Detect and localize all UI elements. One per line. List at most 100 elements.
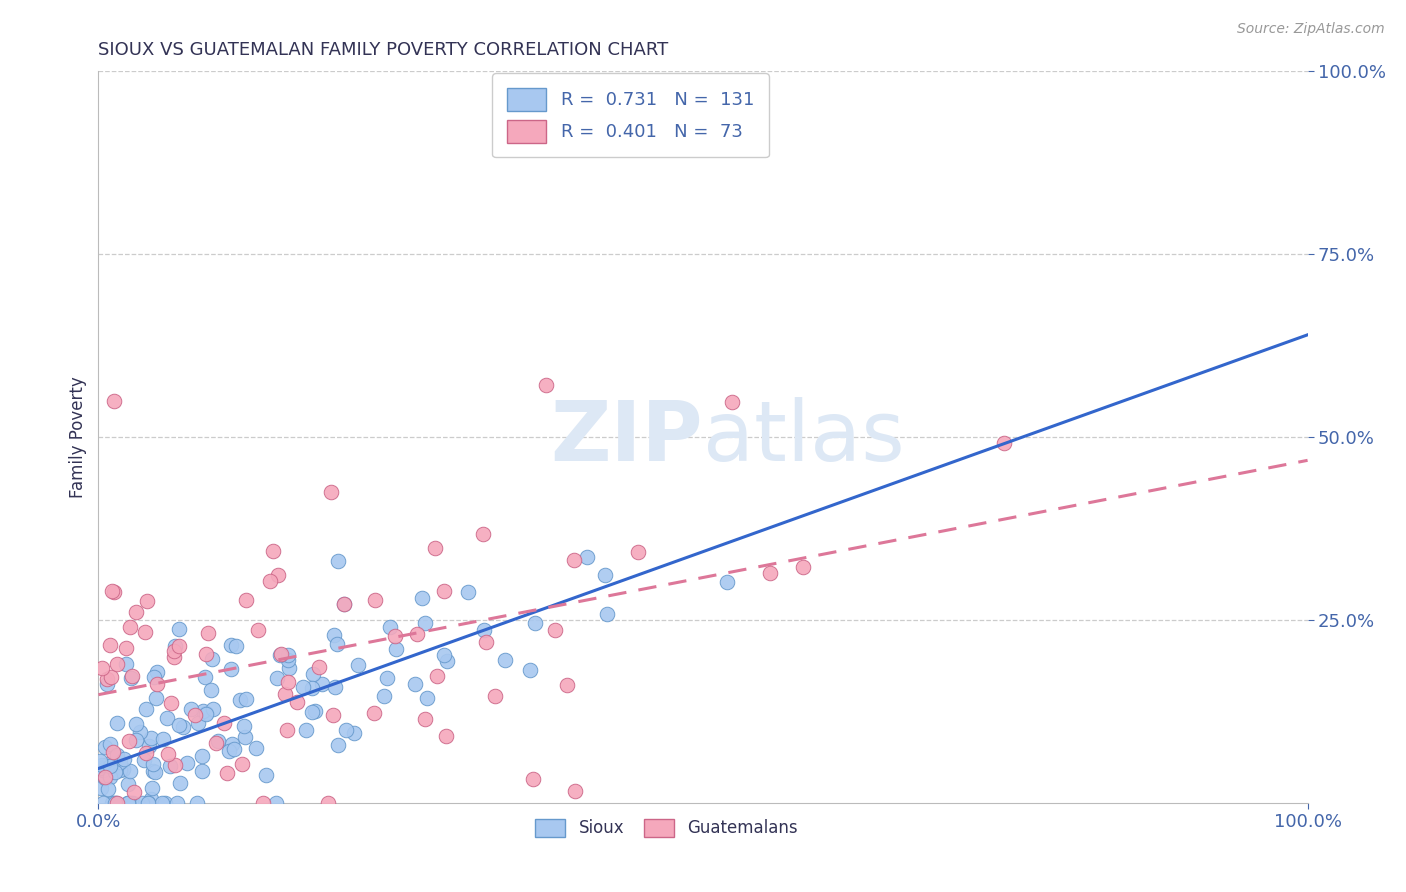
Point [212,715,235,730]
Point [225,639,247,653]
Point [247,623,270,637]
Point [118,734,141,748]
Point [319,485,342,500]
Point [304,704,326,718]
Point [138,796,160,810]
Point [190,764,212,778]
Point [135,702,157,716]
Point [131,796,153,810]
Point [169,776,191,790]
Point [759,566,782,580]
Point [134,624,156,639]
Point [434,729,457,743]
Point [404,676,426,690]
Point [335,723,357,738]
Point [205,737,228,751]
Point [426,669,449,683]
Point [112,763,135,777]
Point [274,687,297,701]
Point [278,661,301,675]
Point [139,731,162,745]
Point [90,661,112,675]
Point [231,756,253,771]
Point [721,395,744,409]
Point [141,780,163,795]
Point [120,796,142,810]
Point [159,758,181,772]
Point [94,740,117,755]
Point [277,675,299,690]
Point [117,796,139,810]
Point [142,670,165,684]
Point [194,707,217,722]
Point [276,723,298,737]
Point [104,796,127,810]
Point [197,625,219,640]
Point [94,772,117,786]
Point [384,629,406,643]
Point [229,692,252,706]
Point [322,628,344,642]
Point [105,747,128,762]
Point [125,717,148,731]
Point [363,706,385,721]
Point [576,549,599,564]
Point [219,662,242,676]
Point [596,607,619,622]
Point [98,638,121,652]
Point [180,701,202,715]
Point [152,796,174,810]
Point [135,747,157,761]
Point [117,796,139,810]
Point [200,682,222,697]
Point [194,670,217,684]
Point [103,796,125,810]
Point [423,541,446,556]
Point [472,624,495,638]
Point [135,593,157,607]
Point [186,796,208,810]
Point [375,671,398,685]
Point [433,584,456,599]
Point [169,718,191,732]
Point [145,764,167,779]
Point [301,681,323,695]
Point [163,649,186,664]
Point [322,707,344,722]
Point [184,708,207,723]
Point [159,696,181,710]
Point [115,641,138,656]
Point [343,726,366,740]
Point [993,435,1015,450]
Point [494,653,516,667]
Text: Source: ZipAtlas.com: Source: ZipAtlas.com [1237,22,1385,37]
Point [155,711,177,725]
Point [103,584,125,599]
Point [207,734,229,748]
Point [544,624,567,638]
Point [120,671,142,685]
Point [285,695,308,709]
Point [134,753,156,767]
Point [627,545,650,559]
Point [105,796,128,810]
Point [245,740,267,755]
Point [169,639,191,653]
Point [138,739,160,753]
Point [235,593,257,607]
Point [146,677,169,691]
Point [112,763,135,777]
Point [152,732,174,747]
Point [172,720,194,734]
Point [385,641,408,656]
Point [380,620,402,634]
Point [269,648,291,663]
Point [266,796,288,810]
Point [318,796,340,810]
Point [219,638,242,652]
Point [195,706,218,721]
Point [98,770,121,784]
Point [218,744,240,758]
Point [413,615,436,630]
Point [224,742,246,756]
